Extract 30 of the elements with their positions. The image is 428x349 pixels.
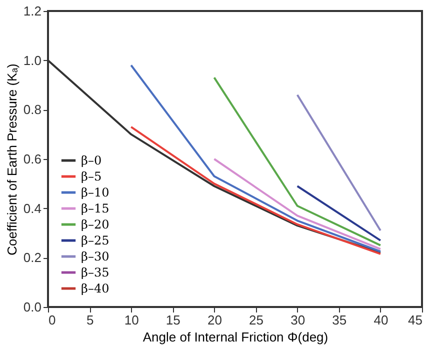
y-tick-label: 1.2 (23, 4, 42, 18)
y-tick-label: 1.0 (23, 52, 42, 68)
x-tick-label: 10 (124, 312, 139, 328)
legend-label: β–20 (81, 218, 110, 232)
legend-label: β–35 (81, 266, 110, 280)
legend-label: β–25 (81, 234, 110, 248)
y-tick-label: 0.6 (23, 152, 42, 166)
x-tick-label: 20 (207, 312, 222, 328)
x-tick-label: 5 (86, 312, 94, 328)
x-axis-title: Angle of Internal Friction Φ(deg) (142, 330, 328, 344)
legend-label: β–15 (81, 202, 110, 216)
y-tick-label: 0.4 (23, 200, 42, 216)
x-tick-label: 40 (374, 312, 388, 328)
y-tick-label: 0.0 (23, 300, 42, 314)
x-tick-label: 0 (48, 312, 56, 328)
y-axis-title: Coefficient of Earth Pressure (Kₐ) (4, 64, 20, 256)
line-series (130, 64, 382, 252)
legend-label: β–30 (81, 250, 110, 264)
x-tick-label: 35 (332, 312, 347, 328)
legend-label: β–40 (81, 282, 110, 296)
y-tick-label: 0.8 (23, 102, 42, 118)
x-tick-label: 30 (290, 312, 306, 328)
legend-label: β–5 (81, 170, 102, 184)
x-tick-label: 15 (166, 312, 180, 328)
legend-label: β–0 (81, 154, 102, 168)
line-series (130, 126, 382, 255)
legend-label: β–10 (81, 186, 110, 200)
x-tick-label: 25 (249, 312, 264, 328)
y-tick-label: 0.2 (23, 250, 42, 266)
x-tick-label: 45 (408, 312, 422, 328)
